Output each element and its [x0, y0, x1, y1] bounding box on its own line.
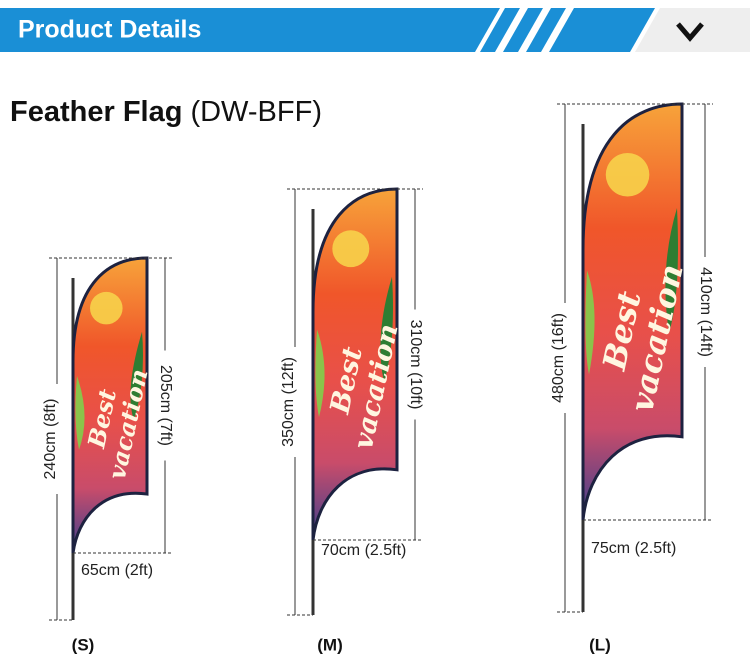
width-label: 65cm (2ft): [81, 562, 153, 579]
label-bg: [555, 303, 575, 413]
leaf: [130, 331, 143, 421]
sun: [605, 152, 650, 197]
flag-height-label: 205cm (7ft): [157, 365, 174, 446]
header-bar: Product Details: [0, 8, 750, 52]
header-title: Product Details: [18, 16, 201, 44]
flag-height-label: 310cm (10ft): [407, 320, 424, 410]
product-name: Feather Flag: [10, 96, 182, 128]
total-height-label: 350cm (12ft): [280, 357, 297, 447]
flag-height-label: 410cm (14ft): [697, 267, 714, 357]
label-bg: [695, 257, 715, 367]
label-bg: [47, 384, 67, 494]
width-label: 75cm (2.5ft): [591, 540, 676, 557]
leaf: [315, 329, 325, 418]
size-label: (L): [589, 635, 611, 654]
label-bg: [285, 347, 305, 457]
leaf: [380, 276, 393, 383]
sun: [90, 291, 123, 325]
size-label: (M): [317, 635, 342, 654]
total-height-label: 240cm (8ft): [42, 399, 59, 480]
width-label: 70cm (2.5ft): [321, 542, 406, 559]
expand-chevron[interactable]: [676, 22, 704, 42]
label-bg: [155, 350, 175, 461]
leaf: [75, 376, 85, 450]
product-title: Feather Flag (DW-BFF): [10, 96, 322, 128]
label-bg: [405, 309, 425, 420]
leaf: [665, 207, 678, 333]
leaf: [585, 270, 595, 375]
size-label: (S): [72, 635, 95, 654]
total-height-label: 480cm (16ft): [550, 313, 567, 403]
product-code: (DW-BFF): [190, 96, 322, 128]
sun: [332, 230, 370, 268]
